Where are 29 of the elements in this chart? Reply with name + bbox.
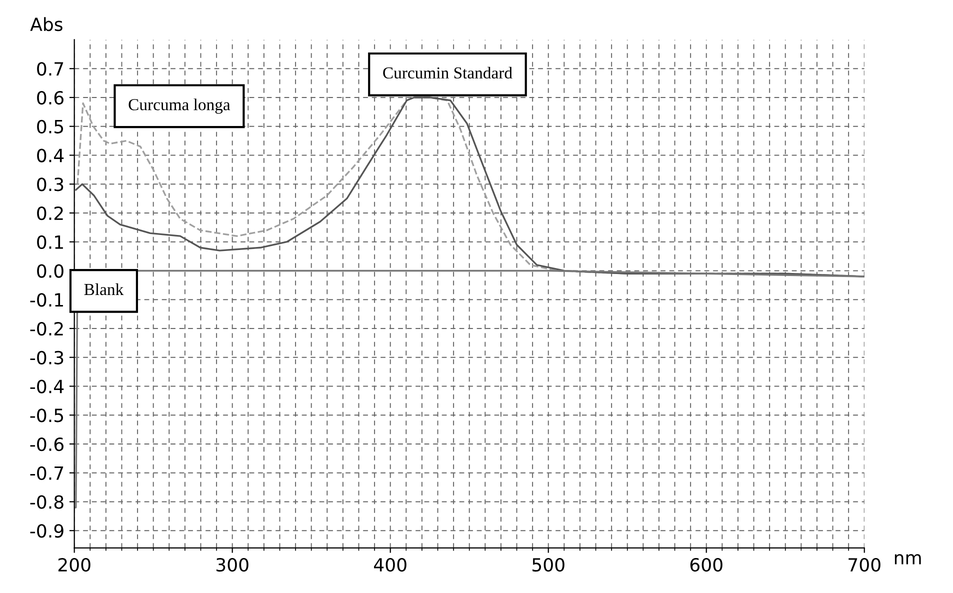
y-tick-label: 0.1 xyxy=(37,235,63,249)
y-tick-label: -0.8 xyxy=(30,495,64,509)
y-tick-label: -0.5 xyxy=(30,408,64,422)
x-tick-label: 300 xyxy=(216,558,248,572)
y-axis-title: Abs xyxy=(30,17,62,32)
y-tick-label: 0.5 xyxy=(37,120,64,134)
y-tick-label: -0.3 xyxy=(30,350,64,364)
y-tick-label: -0.7 xyxy=(30,466,64,480)
y-tick-label: 0.6 xyxy=(37,90,64,105)
x-axis-title: nm xyxy=(894,554,921,564)
x-tick-label: 600 xyxy=(690,558,722,572)
y-tick-label: -0.4 xyxy=(30,380,64,394)
line-series xyxy=(74,270,864,508)
x-tick-label: 700 xyxy=(848,558,880,572)
x-tick-label: 200 xyxy=(58,558,90,572)
y-tick-label: -0.9 xyxy=(30,524,64,538)
x-tick-label: 400 xyxy=(374,558,406,572)
series-label: Curcumin Standard xyxy=(383,66,512,79)
y-tick-label: 0.0 xyxy=(37,264,64,278)
y-tick-label: 0.3 xyxy=(37,178,64,192)
y-tick-label: 0.4 xyxy=(37,148,64,162)
y-tick-label: -0.6 xyxy=(30,437,64,452)
series-label: Curcuma longa xyxy=(128,98,230,114)
y-tick-label: 0.2 xyxy=(37,206,63,220)
series-label: Blank xyxy=(84,283,124,296)
y-tick-label: -0.2 xyxy=(30,322,63,336)
x-tick-label: 500 xyxy=(532,558,564,572)
y-tick-label: 0.7 xyxy=(37,62,64,76)
y-tick-label: -0.1 xyxy=(30,293,63,307)
